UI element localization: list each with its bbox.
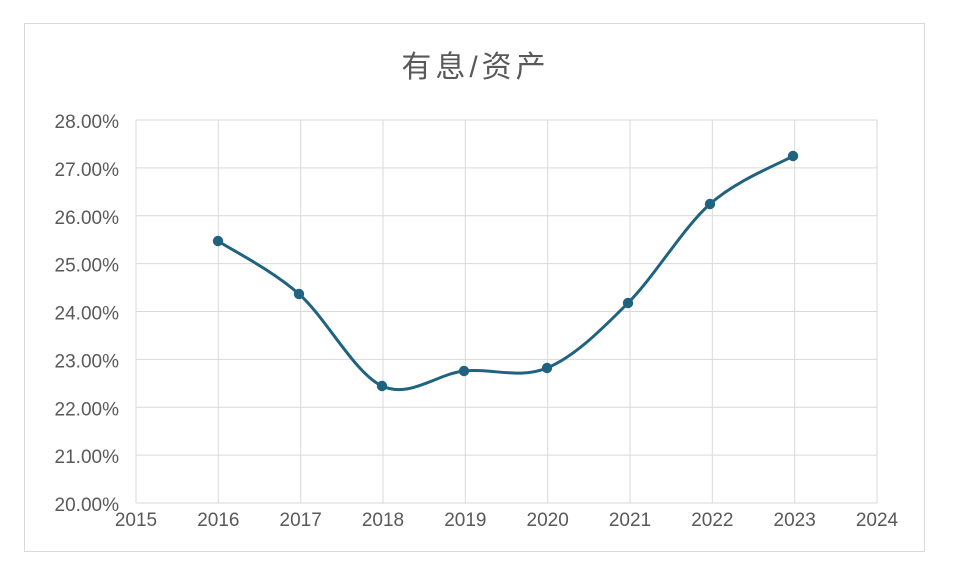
- svg-text:2020: 2020: [527, 510, 569, 531]
- svg-text:2023: 2023: [774, 510, 816, 531]
- svg-text:20.00%: 20.00%: [55, 495, 120, 516]
- svg-text:21.00%: 21.00%: [55, 447, 120, 468]
- svg-text:26.00%: 26.00%: [55, 208, 120, 229]
- svg-text:23.00%: 23.00%: [55, 351, 120, 372]
- svg-text:28.00%: 28.00%: [55, 112, 120, 133]
- svg-text:2021: 2021: [609, 510, 651, 531]
- svg-text:22.00%: 22.00%: [55, 399, 120, 420]
- svg-text:2019: 2019: [444, 510, 486, 531]
- svg-text:24.00%: 24.00%: [55, 304, 120, 325]
- svg-text:25.00%: 25.00%: [55, 256, 120, 277]
- svg-text:2018: 2018: [362, 510, 404, 531]
- svg-text:2016: 2016: [197, 510, 239, 531]
- svg-text:2015: 2015: [115, 510, 157, 531]
- svg-text:2022: 2022: [691, 510, 733, 531]
- svg-text:27.00%: 27.00%: [55, 160, 120, 181]
- svg-text:2024: 2024: [856, 510, 899, 531]
- svg-text:2017: 2017: [280, 510, 322, 531]
